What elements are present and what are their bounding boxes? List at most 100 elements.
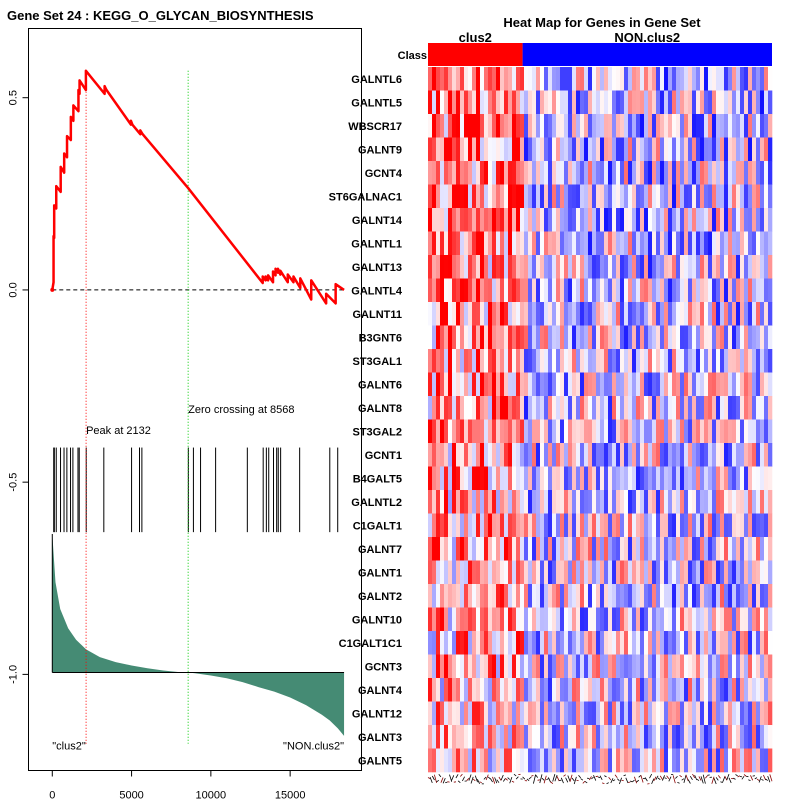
heatmap-cell xyxy=(696,67,701,91)
heatmap-cell xyxy=(736,114,741,138)
heatmap-cell xyxy=(536,325,541,350)
heatmap-cell xyxy=(612,725,617,749)
heatmap-cell xyxy=(480,654,485,679)
heatmap-cell xyxy=(592,513,597,538)
heatmap-cell xyxy=(724,184,729,209)
heatmap-cell xyxy=(504,701,509,726)
heatmap-cell xyxy=(444,607,449,632)
heatmap-cell xyxy=(660,513,665,538)
heatmap-cell xyxy=(644,114,649,138)
heatmap-cell xyxy=(536,701,541,726)
heatmap-cell xyxy=(576,184,581,209)
heatmap-cell xyxy=(676,302,681,326)
heatmap-cell xyxy=(448,184,453,209)
heatmap-cell xyxy=(712,419,717,444)
heatmap-cell xyxy=(752,255,757,279)
heatmap-cell xyxy=(524,419,529,444)
heatmap-cell xyxy=(688,466,693,491)
heatmap-cell xyxy=(528,231,533,256)
heatmap-cell xyxy=(664,208,669,232)
heatmap-cell xyxy=(616,701,621,726)
heatmap-cell xyxy=(628,325,633,350)
heatmap-cell xyxy=(468,67,473,91)
heatmap-cell xyxy=(508,701,513,726)
heatmap-cell xyxy=(536,607,541,632)
heatmap-cell xyxy=(736,631,741,655)
heatmap-cell xyxy=(692,161,697,185)
heatmap-cell xyxy=(440,490,445,514)
heatmap-cell xyxy=(504,725,509,749)
heatmap-cell xyxy=(540,560,545,585)
heatmap-cell xyxy=(508,725,513,749)
heatmap-cell xyxy=(640,349,645,373)
heatmap-cell xyxy=(568,372,573,397)
heatmap-cell xyxy=(700,631,705,655)
heatmap-cell xyxy=(748,349,753,373)
heatmap-cell xyxy=(452,701,457,726)
heatmap-cell xyxy=(452,584,457,608)
heatmap-cell xyxy=(568,67,573,91)
heatmap-cell xyxy=(768,631,773,655)
heatmap-cell xyxy=(520,725,525,749)
heatmap-cell xyxy=(588,513,593,538)
heatmap-cell xyxy=(572,231,577,256)
heatmap-cell xyxy=(596,584,601,608)
heatmap-cell xyxy=(740,490,745,514)
heatmap-cell xyxy=(748,396,753,420)
heatmap-cell xyxy=(464,90,469,115)
heatmap-cell xyxy=(432,490,437,514)
heatmap-cell xyxy=(432,184,437,209)
heatmap-cell xyxy=(456,748,461,773)
heatmap-cell xyxy=(660,466,665,491)
heatmap-cell xyxy=(472,208,477,232)
heatmap-cell xyxy=(764,631,769,655)
heatmap-cell xyxy=(760,255,765,279)
gene-label: ST3GAL2 xyxy=(352,426,402,438)
heatmap-cell xyxy=(636,490,641,514)
heatmap-cell xyxy=(604,537,609,561)
sample-label-mark xyxy=(588,776,592,781)
heatmap-cell xyxy=(764,701,769,726)
heatmap-cell xyxy=(432,748,437,773)
heatmap-cell xyxy=(548,67,553,91)
heatmap-cell xyxy=(504,161,509,185)
sample-label-mark xyxy=(597,776,601,779)
heatmap-cell xyxy=(704,560,709,585)
heatmap-cell xyxy=(636,67,641,91)
heatmap-cell xyxy=(560,443,565,467)
heatmap-cell xyxy=(720,607,725,632)
heatmap-cell xyxy=(664,419,669,444)
heatmap-cell xyxy=(544,278,549,303)
sample-label-mark xyxy=(436,779,440,783)
sample-label-mark xyxy=(625,777,629,784)
heatmap-cell xyxy=(568,184,573,209)
heatmap-cell xyxy=(528,748,533,773)
heatmap-cell xyxy=(480,396,485,420)
heatmap-cell xyxy=(504,349,509,373)
heatmap-cell xyxy=(548,654,553,679)
heatmap-cell xyxy=(492,184,497,209)
heatmap-cell xyxy=(576,90,581,115)
heatmap-cell xyxy=(628,184,633,209)
heatmap-cell xyxy=(476,443,481,467)
sample-label-mark xyxy=(651,778,655,785)
heatmap-cell xyxy=(468,748,473,773)
heatmap-cell xyxy=(616,137,621,162)
heatmap-cell xyxy=(672,325,677,350)
heatmap-cell xyxy=(756,278,761,303)
heatmap-cell xyxy=(636,325,641,350)
heatmap-cell xyxy=(504,396,509,420)
heatmap-cell xyxy=(588,701,593,726)
heatmap-cell xyxy=(700,208,705,232)
heatmap-cell xyxy=(428,701,433,726)
heatmap-cell xyxy=(696,114,701,138)
heatmap-cell xyxy=(556,537,561,561)
heatmap-cell xyxy=(616,513,621,538)
heatmap-cell xyxy=(736,325,741,350)
heatmap-cell xyxy=(448,208,453,232)
heatmap-cell xyxy=(636,161,641,185)
heatmap-cell xyxy=(712,114,717,138)
heatmap-cell xyxy=(708,302,713,326)
heatmap-cell xyxy=(560,114,565,138)
heatmap-cell xyxy=(636,278,641,303)
